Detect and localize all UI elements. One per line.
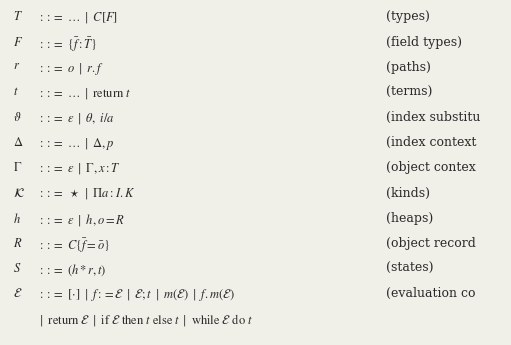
- Text: (heaps): (heaps): [386, 212, 433, 225]
- Text: $F$: $F$: [13, 36, 23, 49]
- Text: (types): (types): [386, 10, 430, 23]
- Text: (evaluation co: (evaluation co: [386, 287, 475, 300]
- Text: (index substitu: (index substitu: [386, 111, 480, 124]
- Text: $\mathcal{K}$: $\mathcal{K}$: [13, 187, 25, 200]
- Text: $\vartheta$: $\vartheta$: [13, 111, 21, 124]
- Text: $h$: $h$: [13, 212, 21, 226]
- Text: $\Delta$: $\Delta$: [13, 136, 23, 149]
- Text: $::=\ \star\ \mid\ \Pi a:I.K$: $::=\ \star\ \mid\ \Pi a:I.K$: [38, 187, 135, 201]
- Text: (kinds): (kinds): [386, 187, 430, 200]
- Text: (object contex: (object contex: [386, 161, 476, 175]
- Text: $::=\ \epsilon\ \mid\ \theta,\ i/a$: $::=\ \epsilon\ \mid\ \theta,\ i/a$: [38, 111, 115, 126]
- Text: (index context: (index context: [386, 136, 476, 149]
- Text: $::=\ \epsilon\ \mid\ h, o = R$: $::=\ \epsilon\ \mid\ h, o = R$: [38, 212, 125, 228]
- Text: $t$: $t$: [13, 86, 18, 98]
- Text: (terms): (terms): [386, 86, 432, 99]
- Text: $T$: $T$: [13, 10, 22, 23]
- Text: $::=\ \ldots\ \mid\ C[F]$: $::=\ \ldots\ \mid\ C[F]$: [38, 10, 119, 25]
- Text: $S$: $S$: [13, 262, 21, 275]
- Text: (object record: (object record: [386, 237, 476, 250]
- Text: $::=\ (h*r,t)$: $::=\ (h*r,t)$: [38, 262, 107, 278]
- Text: $::=\ [\cdot]\ \mid\ f:=\mathcal{E}\ \mid\ \mathcal{E};t\ \mid\ m(\mathcal{E})\ : $::=\ [\cdot]\ \mid\ f:=\mathcal{E}\ \mi…: [38, 287, 235, 303]
- Text: $\Gamma$: $\Gamma$: [13, 161, 22, 175]
- Text: $r$: $r$: [13, 61, 20, 72]
- Text: (field types): (field types): [386, 36, 462, 49]
- Text: $\mathcal{E}$: $\mathcal{E}$: [13, 287, 22, 300]
- Text: (paths): (paths): [386, 61, 431, 74]
- Text: $::=\ C\{\bar{f}=\bar{o}\}$: $::=\ C\{\bar{f}=\bar{o}\}$: [38, 237, 110, 255]
- Text: (states): (states): [386, 262, 433, 275]
- Text: $R$: $R$: [13, 237, 22, 250]
- Text: $::=\ \ldots\ \mid\ \Delta,p$: $::=\ \ldots\ \mid\ \Delta,p$: [38, 136, 115, 152]
- Text: $\mid\ \mathrm{return}\ \mathcal{E}\ \mid\ \mathrm{if}\ \mathcal{E}\ \mathrm{the: $\mid\ \mathrm{return}\ \mathcal{E}\ \mi…: [38, 313, 253, 328]
- Text: $::=\ o\ \mid\ r.f$: $::=\ o\ \mid\ r.f$: [38, 61, 104, 77]
- Text: $::=\ \ldots\ \mid\ \mathrm{return}\ t$: $::=\ \ldots\ \mid\ \mathrm{return}\ t$: [38, 86, 132, 101]
- Text: $::=\ \epsilon\ \mid\ \Gamma, x:T$: $::=\ \epsilon\ \mid\ \Gamma, x:T$: [38, 161, 121, 176]
- Text: $::=\ \{\bar{f}:\bar{T}\}$: $::=\ \{\bar{f}:\bar{T}\}$: [38, 36, 98, 54]
